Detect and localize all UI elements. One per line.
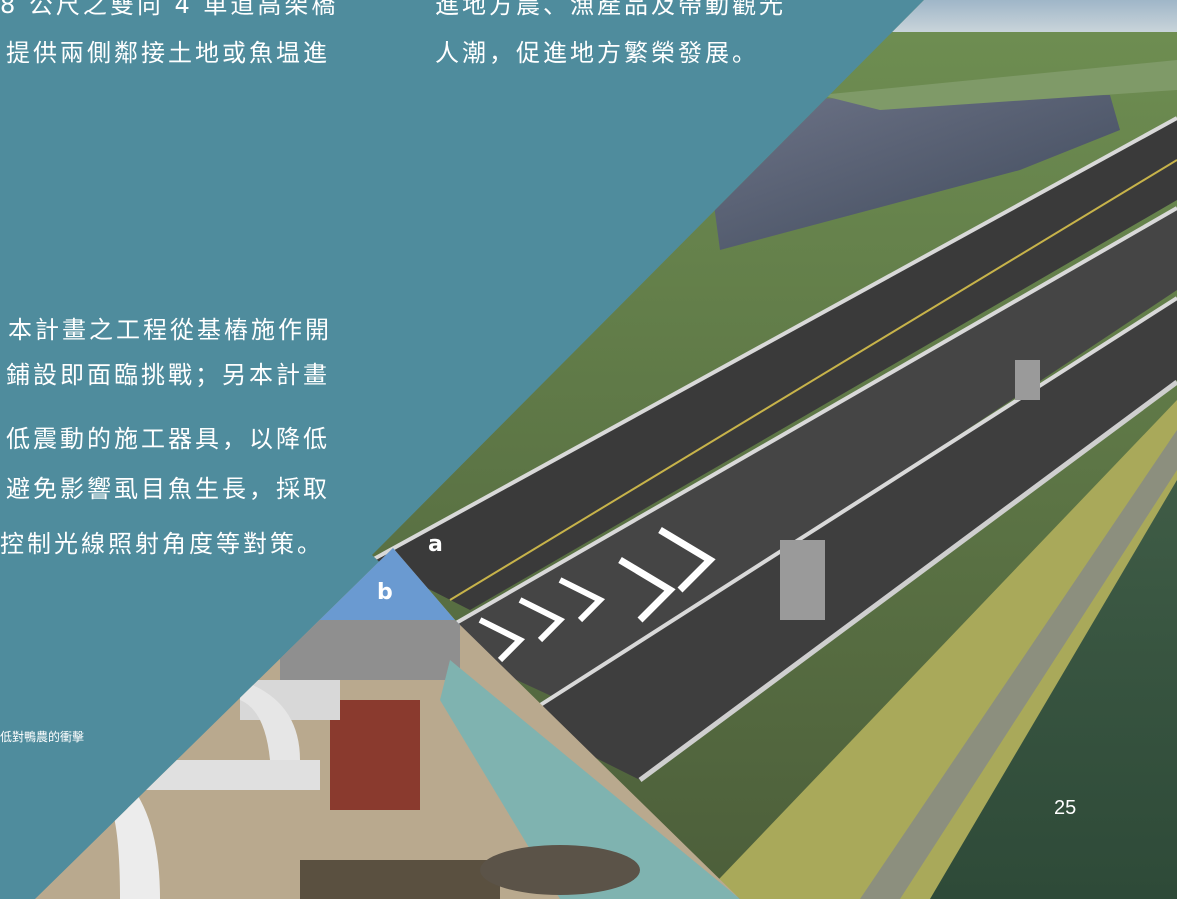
body-line-3: 低震動的施工器具，以降低 (6, 425, 330, 453)
photo-a-highway (372, 0, 1177, 899)
left-top-line-1: 8 公尺之雙向 4 車道高架橋 (0, 0, 339, 19)
body-line-4: 避免影響虱目魚生長，採取 (6, 475, 330, 503)
body-line-2: 鋪設即面臨挑戰；另本計畫 (6, 361, 330, 389)
body-line-5: 控制光線照射角度等對策。 (0, 530, 324, 558)
left-top-line-2: 提供兩側鄰接土地或魚塭進 (6, 39, 330, 67)
right-top-line-2: 人潮，促進地方繁榮發展。 (435, 39, 759, 67)
photo-label-a: a (428, 532, 443, 557)
photo-caption: 低對鴨農的衝擊 (0, 730, 85, 744)
right-top-line-1: 進地方農、漁產品及帶動觀光 (435, 0, 786, 19)
page-number: 25 (1054, 797, 1077, 819)
body-line-1: 本計畫之工程從基樁施作開 (8, 316, 332, 344)
photo-label-b: b (377, 580, 393, 605)
